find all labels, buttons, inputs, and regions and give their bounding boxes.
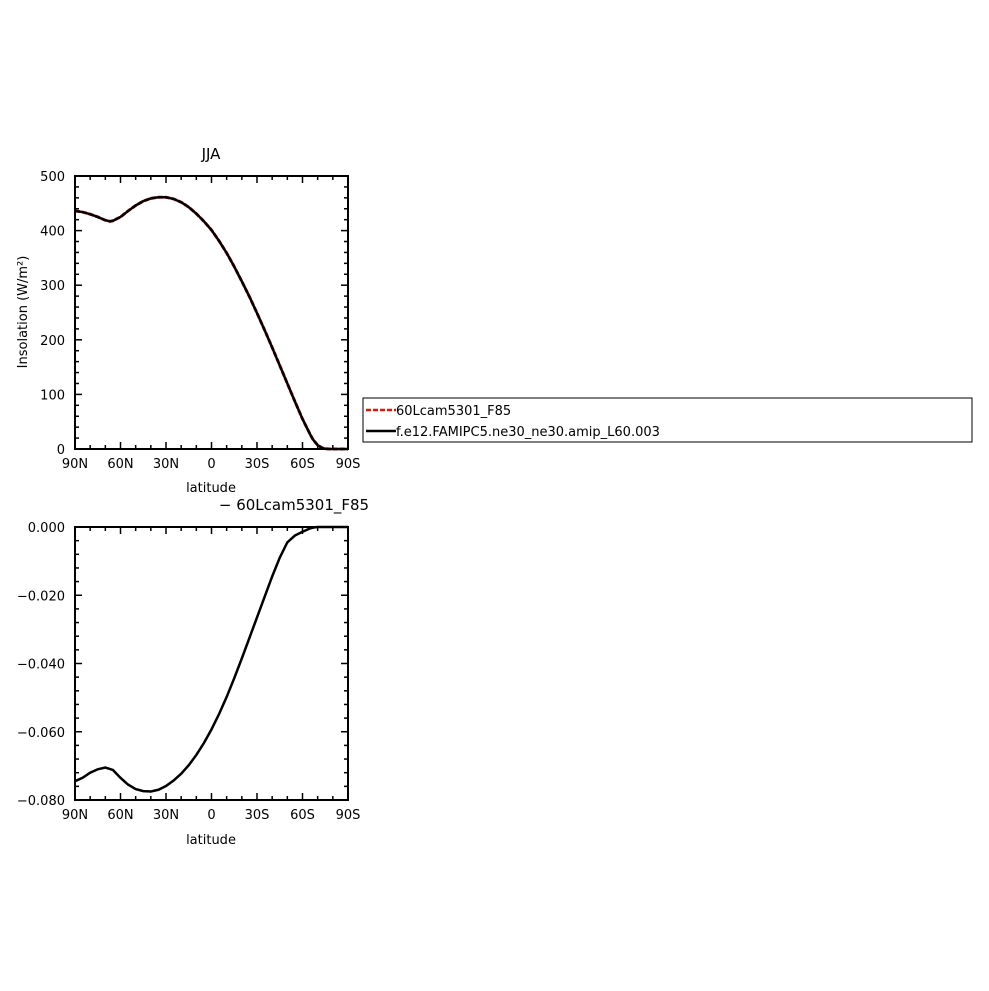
legend: 60Lcam5301_F85 f.e12.FAMIPC5.ne30_ne30.a… — [362, 397, 973, 443]
insolation-y-axis-title: Insolation (W/m²) — [16, 256, 31, 369]
difference-y-tick-label: −0.060 — [17, 726, 65, 741]
difference-x-tick-label: 60N — [107, 808, 133, 823]
insolation-series-group — [74, 195, 348, 451]
difference-x-tick-labels: 90N 60N 30N 0 30S 60S 90S — [62, 808, 361, 823]
difference-ticks — [74, 526, 349, 801]
insolation-ticks — [74, 175, 349, 450]
insolation-y-tick-label: 300 — [40, 279, 65, 294]
difference-y-tick-label: −0.080 — [17, 794, 65, 809]
difference-x-tick-label: 90S — [336, 808, 361, 823]
legend-box — [362, 397, 973, 443]
insolation-y-tick-label: 500 — [40, 170, 65, 185]
difference-y-tick-labels: −0.080 −0.060 −0.040 −0.020 0.000 — [17, 521, 65, 809]
insolation-x-tick-label: 60S — [290, 457, 315, 472]
difference-x-tick-label: 60S — [290, 808, 315, 823]
difference-y-tick-label: 0.000 — [28, 521, 65, 536]
difference-y-tick-label: −0.040 — [17, 658, 65, 673]
insolation-panel: JJA 90N 60N 30N 0 30S 60S 90S 0 100 200 300 400 500… — [16, 145, 360, 496]
insolation-series-line-1 — [74, 196, 348, 451]
insolation-x-axis-title: latitude — [186, 481, 236, 496]
difference-panel: − 60Lcam5301_F85 90N 60N 30N 0 30S 60S 90S −0.… — [17, 496, 369, 848]
insolation-x-tick-label: 60N — [107, 457, 133, 472]
panel-title-jja: JJA — [201, 145, 222, 163]
difference-x-tick-label: 0 — [207, 808, 215, 823]
difference-x-tick-label: 30N — [153, 808, 179, 823]
insolation-x-tick-label: 90S — [336, 457, 361, 472]
panel-title-difference: − 60Lcam5301_F85 — [219, 496, 369, 515]
insolation-y-tick-labels: 0 100 200 300 400 500 — [40, 170, 65, 458]
insolation-y-tick-label: 0 — [57, 443, 65, 458]
difference-x-tick-label: 90N — [62, 808, 88, 823]
difference-plot-frame — [74, 526, 349, 801]
difference-series-group — [74, 525, 348, 793]
insolation-plot-frame — [74, 175, 349, 450]
difference-x-axis-title: latitude — [186, 833, 236, 848]
difference-series-line-0 — [74, 525, 348, 793]
difference-x-tick-label: 30S — [245, 808, 270, 823]
legend-label-60lcam5301: 60Lcam5301_F85 — [396, 404, 511, 419]
insolation-x-tick-label: 30S — [245, 457, 270, 472]
insolation-x-tick-labels: 90N 60N 30N 0 30S 60S 90S — [62, 457, 361, 472]
insolation-x-tick-label: 0 — [207, 457, 215, 472]
legend-label-famipc5: f.e12.FAMIPC5.ne30_ne30.amip_L60.003 — [396, 425, 660, 440]
insolation-x-tick-label: 30N — [153, 457, 179, 472]
insolation-y-tick-label: 100 — [40, 388, 65, 403]
insolation-series-line-0 — [74, 195, 348, 451]
insolation-y-tick-label: 200 — [40, 334, 65, 349]
difference-y-tick-label: −0.020 — [17, 589, 65, 604]
insolation-x-tick-label: 90N — [62, 457, 88, 472]
insolation-y-tick-label: 400 — [40, 225, 65, 240]
